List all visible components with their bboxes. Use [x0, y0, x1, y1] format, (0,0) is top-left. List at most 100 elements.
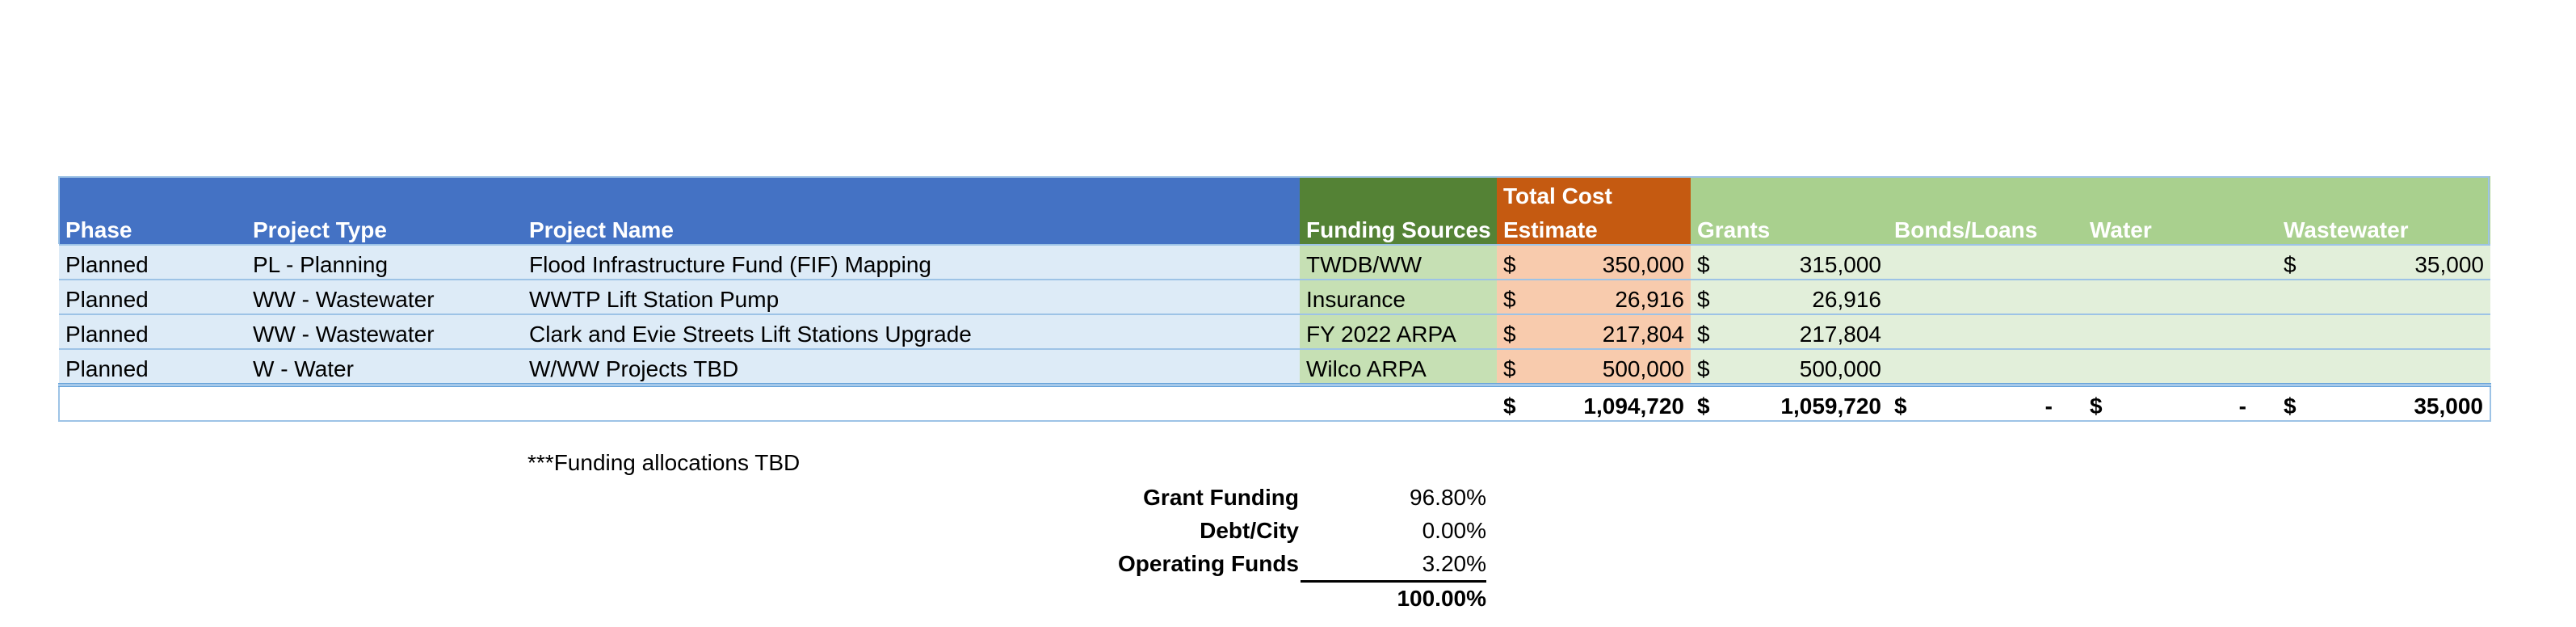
summary-label-grant-funding: Grant Funding: [1143, 485, 1299, 510]
total-cost: $1,094,720: [1497, 383, 1691, 422]
cell-phase: Planned: [59, 348, 246, 385]
header-spacer: [1300, 176, 1497, 210]
total-water: $ -: [2083, 383, 2277, 422]
header-project-type: Project Type: [246, 210, 523, 245]
cell-water: [2083, 244, 2277, 280]
table-row: Planned WW - Wastewater Clark and Evie S…: [59, 314, 2490, 349]
totals-spacer: [523, 383, 1300, 422]
cell-water: [2083, 314, 2277, 349]
summary-total: 100.00%: [1301, 580, 1486, 613]
header-phase: Phase: [59, 210, 246, 245]
header-wastewater: Wastewater: [2277, 210, 2490, 245]
total-bonds-loans: $ -: [1888, 383, 2083, 422]
cost-value: 217,804: [1602, 322, 1684, 347]
header-row-top: Total Cost: [59, 176, 2490, 210]
cell-grants: $217,804: [1691, 314, 1888, 349]
currency-symbol: $: [1697, 356, 1710, 381]
totals-spacer: [58, 383, 246, 422]
cell-water: [2083, 348, 2277, 385]
table-row: Planned WW - Wastewater WWTP Lift Statio…: [59, 279, 2490, 314]
currency-symbol: $: [2090, 393, 2103, 419]
totals-spacer: [1300, 383, 1497, 422]
cell-total-cost: $217,804: [1497, 314, 1691, 349]
header-grants: Grants: [1691, 210, 1888, 245]
currency-symbol: $: [1503, 393, 1516, 419]
cell-phase: Planned: [59, 244, 246, 280]
summary-value-grant-funding: 96.80%: [1410, 485, 1486, 510]
cell-phase: Planned: [59, 279, 246, 314]
cell-wastewater: [2277, 279, 2490, 314]
total-bonds-value: -: [2044, 393, 2053, 419]
funding-note: ***Funding allocations TBD: [527, 450, 801, 475]
totals-spacer: [246, 383, 523, 422]
header-spacer: [1691, 176, 1888, 210]
currency-symbol: $: [1697, 287, 1710, 312]
header-spacer: [523, 176, 1300, 210]
grants-value: 217,804: [1799, 322, 1881, 347]
header-row: Phase Project Type Project Name Funding …: [59, 210, 2490, 245]
cell-wastewater: $35,000: [2277, 244, 2490, 280]
cell-funding-source: FY 2022 ARPA: [1300, 314, 1497, 349]
header-funding-sources: Funding Sources: [1300, 210, 1497, 245]
header-spacer: [1888, 176, 2083, 210]
funding-table-container: Total Cost Phase Project Type Project Na…: [58, 176, 2491, 422]
cell-bonds-loans: [1888, 314, 2083, 349]
header-total-cost-line2: Estimate: [1497, 210, 1691, 245]
cost-value: 350,000: [1602, 252, 1684, 277]
cell-total-cost: $350,000: [1497, 244, 1691, 280]
cell-project-type: W - Water: [246, 348, 523, 385]
currency-symbol: $: [1503, 287, 1516, 312]
currency-symbol: $: [2284, 252, 2297, 277]
cell-project-name: W/WW Projects TBD: [523, 348, 1300, 385]
total-cost-value: 1,094,720: [1583, 393, 1684, 419]
cell-project-type: WW - Wastewater: [246, 279, 523, 314]
summary-value-operating-funds: 3.20%: [1422, 551, 1486, 576]
currency-symbol: $: [1697, 252, 1710, 277]
table-row: Planned W - Water W/WW Projects TBD Wilc…: [59, 348, 2490, 385]
funding-table: Total Cost Phase Project Type Project Na…: [58, 176, 2491, 422]
grants-value: 26,916: [1812, 287, 1881, 312]
cell-water: [2083, 279, 2277, 314]
total-wastewater: $35,000: [2277, 383, 2491, 422]
header-total-cost-line1: Total Cost: [1497, 176, 1691, 210]
cell-grants: $315,000: [1691, 244, 1888, 280]
cell-funding-source: Insurance: [1300, 279, 1497, 314]
header-bonds-loans: Bonds/Loans: [1888, 210, 2083, 245]
total-wastewater-value: 35,000: [2414, 393, 2483, 419]
cell-phase: Planned: [59, 314, 246, 349]
cell-bonds-loans: [1888, 348, 2083, 385]
cell-total-cost: $26,916: [1497, 279, 1691, 314]
header-spacer: [2277, 176, 2490, 210]
header-spacer: [2083, 176, 2277, 210]
header-project-name: Project Name: [523, 210, 1300, 245]
cell-project-name: Flood Infrastructure Fund (FIF) Mapping: [523, 244, 1300, 280]
cell-funding-source: TWDB/WW: [1300, 244, 1497, 280]
summary-label-debt-city: Debt/City: [1200, 518, 1299, 543]
cost-value: 500,000: [1602, 356, 1684, 381]
cell-project-name: Clark and Evie Streets Lift Stations Upg…: [523, 314, 1300, 349]
currency-symbol: $: [1503, 356, 1516, 381]
totals-row: $1,094,720 $1,059,720 $ - $ - $35,000: [58, 383, 2491, 422]
cell-total-cost: $500,000: [1497, 348, 1691, 385]
header-water: Water: [2083, 210, 2277, 245]
total-grants-value: 1,059,720: [1780, 393, 1881, 419]
wastewater-value: 35,000: [2414, 252, 2484, 277]
cell-bonds-loans: [1888, 279, 2083, 314]
cell-wastewater: [2277, 348, 2490, 385]
total-water-value: -: [2238, 393, 2246, 419]
header-spacer: [59, 176, 246, 210]
summary-label-operating-funds: Operating Funds: [1118, 551, 1299, 576]
currency-symbol: $: [1503, 252, 1516, 277]
total-grants: $1,059,720: [1691, 383, 1888, 422]
grants-value: 315,000: [1799, 252, 1881, 277]
cell-grants: $500,000: [1691, 348, 1888, 385]
currency-symbol: $: [2284, 393, 2297, 419]
currency-symbol: $: [1894, 393, 1907, 419]
currency-symbol: $: [1503, 322, 1516, 347]
cell-grants: $26,916: [1691, 279, 1888, 314]
currency-symbol: $: [1697, 322, 1710, 347]
cell-project-type: PL - Planning: [246, 244, 523, 280]
header-spacer: [246, 176, 523, 210]
cell-project-name: WWTP Lift Station Pump: [523, 279, 1300, 314]
cost-value: 26,916: [1615, 287, 1684, 312]
